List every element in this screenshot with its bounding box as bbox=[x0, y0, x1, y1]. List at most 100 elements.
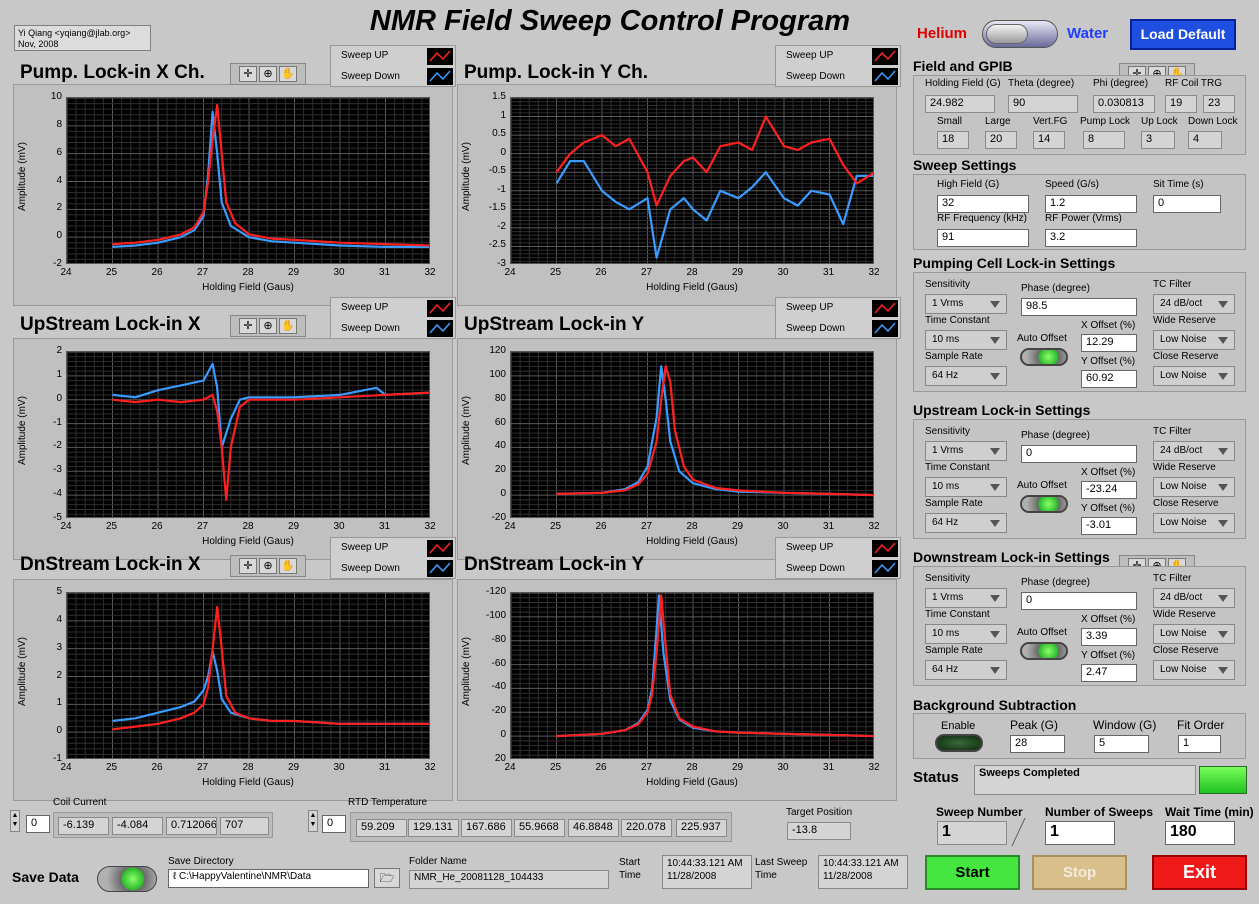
x-tick-label: 25 bbox=[105, 762, 118, 773]
helium-water-switch[interactable] bbox=[982, 20, 1058, 48]
y-offset-input[interactable]: 2.47 bbox=[1081, 664, 1137, 682]
x-tick-label: 29 bbox=[287, 267, 300, 278]
rtd-value: 225.937 bbox=[676, 819, 727, 837]
peak-input[interactable]: 28 bbox=[1010, 735, 1065, 753]
time-constant-label: Time Constant bbox=[925, 609, 990, 620]
graph-title: Pump. Lock-in Y Ch. bbox=[464, 62, 649, 83]
auto-offset-button[interactable] bbox=[1020, 642, 1068, 660]
hand-pan-icon[interactable]: ✋ bbox=[279, 558, 297, 574]
sensitivity-select[interactable]: 1 Vrms bbox=[925, 441, 1007, 461]
zoom-icon[interactable]: ⊕ bbox=[259, 558, 277, 574]
coil-index-spinner[interactable]: ▲ ▼ bbox=[10, 810, 20, 832]
close-reserve-select[interactable]: Low Noise bbox=[1153, 660, 1235, 680]
hand-pan-icon[interactable]: ✋ bbox=[279, 66, 297, 82]
y-tick-label: 20 bbox=[494, 464, 506, 476]
enable-toggle[interactable] bbox=[935, 734, 983, 752]
pump-lock-label: Pump Lock bbox=[1080, 116, 1131, 127]
phase-input[interactable]: 0 bbox=[1021, 445, 1137, 463]
tc-filter-select[interactable]: 24 dB/oct bbox=[1153, 294, 1235, 314]
small-label: Small bbox=[937, 116, 963, 127]
sample-rate-select[interactable]: 64 Hz bbox=[925, 513, 1007, 533]
sensitivity-select[interactable]: 1 Vrms bbox=[925, 588, 1007, 608]
save-data-label: Save Data bbox=[12, 869, 79, 885]
down-lock-label: Down Lock bbox=[1188, 116, 1238, 127]
speed-input[interactable]: 1.2 bbox=[1045, 195, 1137, 213]
down-lock-value: 4 bbox=[1188, 131, 1222, 149]
graph-plot-area[interactable] bbox=[66, 97, 430, 264]
sample-rate-select[interactable]: 64 Hz bbox=[925, 660, 1007, 680]
x-tick-label: 28 bbox=[686, 267, 698, 278]
num-sweeps-input[interactable]: 1 bbox=[1045, 821, 1115, 845]
x-tick-label: 32 bbox=[868, 521, 880, 532]
auto-offset-button[interactable] bbox=[1020, 495, 1068, 513]
window-input[interactable]: 5 bbox=[1094, 735, 1149, 753]
legend-sweep-up: Sweep UP bbox=[786, 542, 834, 553]
sample-rate-select[interactable]: 64 Hz bbox=[925, 366, 1007, 386]
series-line-sweep-down bbox=[112, 362, 429, 449]
rtd-index-input[interactable]: 0 bbox=[322, 815, 346, 833]
close-reserve-select[interactable]: Low Noise bbox=[1153, 513, 1235, 533]
start-time-label: Start bbox=[619, 857, 641, 868]
close-reserve-select[interactable]: Low Noise bbox=[1153, 366, 1235, 386]
zoom-icon[interactable]: ⊕ bbox=[259, 318, 277, 334]
x-offset-input[interactable]: -23.24 bbox=[1081, 481, 1137, 499]
time-constant-select[interactable]: 10 ms bbox=[925, 330, 1007, 350]
high-field-input[interactable]: 32 bbox=[937, 195, 1029, 213]
browse-folder-icon[interactable]: 🗁 bbox=[374, 868, 400, 888]
time-constant-select[interactable]: 10 ms bbox=[925, 477, 1007, 497]
y-axis-label: Amplitude (mV) bbox=[17, 636, 28, 706]
fit-order-input[interactable]: 1 bbox=[1178, 735, 1221, 753]
save-directory-input[interactable]: ℓ C:\HappyValentine\NMR\Data bbox=[168, 869, 369, 888]
graph-plot-area[interactable] bbox=[66, 351, 430, 518]
rf-power-input[interactable]: 3.2 bbox=[1045, 229, 1137, 247]
phase-input[interactable]: 0 bbox=[1021, 592, 1137, 610]
save-data-toggle[interactable] bbox=[97, 866, 157, 892]
sensitivity-label: Sensitivity bbox=[925, 426, 971, 437]
y-tick-label: 1 bbox=[56, 697, 62, 709]
graph-plot-area[interactable] bbox=[510, 592, 874, 759]
x-tick-label: 28 bbox=[242, 267, 254, 278]
author-name: Yi Qiang <yqiang@jlab.org> bbox=[18, 28, 131, 38]
zoom-icon[interactable]: ⊕ bbox=[259, 66, 277, 82]
graph-palette: ✛ ⊕ ✋ bbox=[230, 555, 306, 577]
coil-index-input[interactable]: 0 bbox=[26, 815, 50, 833]
crosshair-icon[interactable]: ✛ bbox=[239, 318, 257, 334]
tc-filter-select[interactable]: 24 dB/oct bbox=[1153, 441, 1235, 461]
graph-plot-area[interactable] bbox=[510, 97, 874, 264]
sensitivity-select[interactable]: 1 Vrms bbox=[925, 294, 1007, 314]
x-tick-label: 25 bbox=[549, 267, 562, 278]
graph-plot-area[interactable] bbox=[66, 592, 430, 759]
crosshair-icon[interactable]: ✛ bbox=[239, 66, 257, 82]
y-offset-input[interactable]: 60.92 bbox=[1081, 370, 1137, 388]
x-offset-input[interactable]: 3.39 bbox=[1081, 628, 1137, 646]
y-tick-label: -20 bbox=[491, 512, 506, 523]
load-default-button[interactable]: Load Default bbox=[1130, 19, 1236, 50]
rtd-index-spinner[interactable]: ▲ ▼ bbox=[308, 810, 318, 832]
auto-offset-button[interactable] bbox=[1020, 348, 1068, 366]
time-constant-select[interactable]: 10 ms bbox=[925, 624, 1007, 644]
wide-reserve-select[interactable]: Low Noise bbox=[1153, 624, 1235, 644]
wait-time-input[interactable]: 180 bbox=[1165, 821, 1235, 845]
wide-reserve-select[interactable]: Low Noise bbox=[1153, 330, 1235, 350]
author-date: Nov, 2008 bbox=[18, 39, 59, 49]
graph-plot-area[interactable] bbox=[510, 351, 874, 518]
peak-label: Peak (G) bbox=[1010, 718, 1059, 732]
exit-button[interactable]: Exit bbox=[1152, 855, 1247, 890]
y-tick-label: 100 bbox=[489, 368, 506, 380]
wide-reserve-select[interactable]: Low Noise bbox=[1153, 477, 1235, 497]
stop-button[interactable]: Stop bbox=[1032, 855, 1127, 890]
hand-pan-icon[interactable]: ✋ bbox=[279, 318, 297, 334]
y-offset-input[interactable]: -3.01 bbox=[1081, 517, 1137, 535]
x-offset-input[interactable]: 12.29 bbox=[1081, 334, 1137, 352]
sit-time-input[interactable]: 0 bbox=[1153, 195, 1221, 213]
x-tick-label: 28 bbox=[686, 762, 698, 773]
rf-frequency-input[interactable]: 91 bbox=[937, 229, 1029, 247]
last-sweep-value: 10:44:33.121 AM 11/28/2008 bbox=[818, 855, 908, 889]
tc-filter-select[interactable]: 24 dB/oct bbox=[1153, 588, 1235, 608]
x-axis-label: Holding Field (Gaus) bbox=[646, 536, 738, 547]
author-box: Yi Qiang <yqiang@jlab.org> Nov, 2008 bbox=[14, 25, 151, 51]
crosshair-icon[interactable]: ✛ bbox=[239, 558, 257, 574]
x-tick-label: 28 bbox=[686, 521, 698, 532]
phase-input[interactable]: 98.5 bbox=[1021, 298, 1137, 316]
start-button[interactable]: Start bbox=[925, 855, 1020, 890]
